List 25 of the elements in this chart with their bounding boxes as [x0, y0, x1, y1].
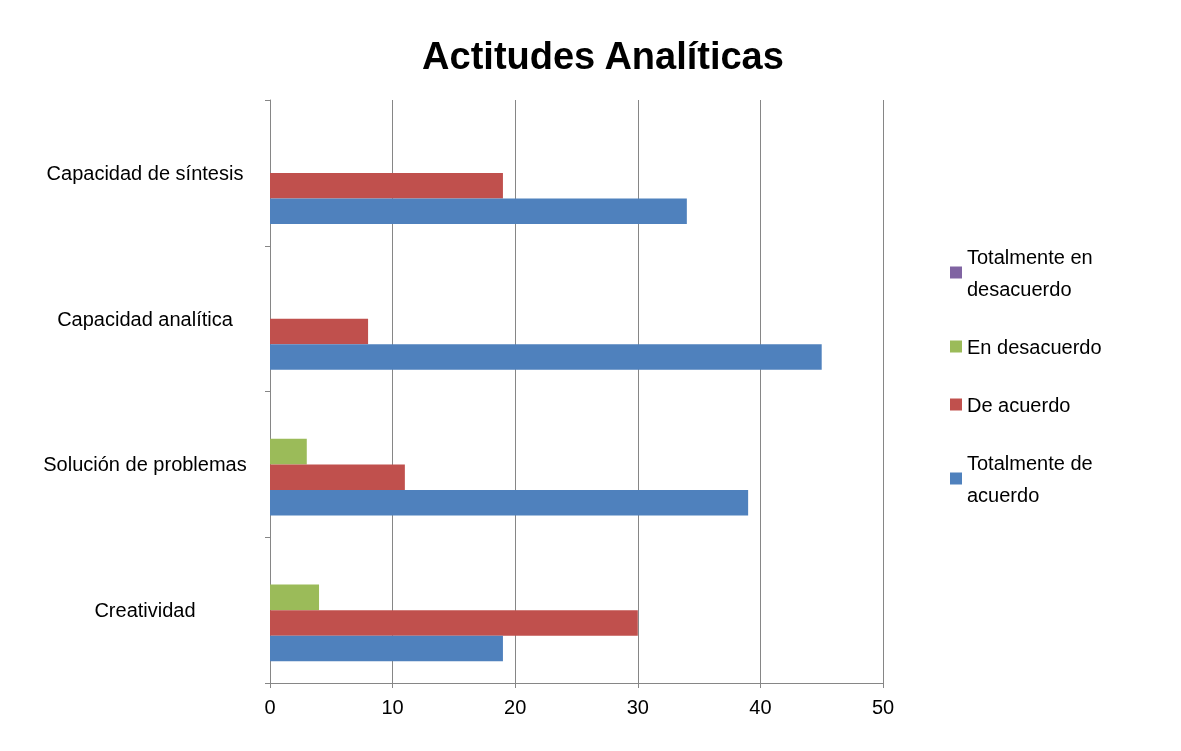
x-tick-label: 50: [871, 696, 895, 718]
chart-title: Actitudes Analíticas: [422, 35, 784, 77]
bar: [270, 344, 822, 370]
x-tick-label: 10: [381, 696, 404, 718]
legend-label: De acuerdo: [967, 393, 1071, 416]
bar: [270, 635, 503, 662]
y-tick-label: Capacidad analítica: [57, 307, 234, 330]
x-tick-label: 20: [504, 696, 527, 718]
bar: [270, 438, 307, 465]
legend-label: Totalmente en desacuerdo: [967, 245, 1099, 300]
y-tick-label: Solución de problemas: [43, 453, 247, 476]
bar: [270, 584, 320, 611]
y-tick-label: Capacidad de síntesis: [46, 161, 244, 184]
legend-label: En desacuerdo: [967, 335, 1102, 358]
y-tick-label: Creatividad: [94, 599, 196, 622]
x-tick-label: 0: [264, 696, 276, 718]
legend-label: Totalmente de acuerdo: [967, 451, 1099, 506]
x-tick-label: 40: [749, 696, 772, 718]
x-tick-label: 30: [626, 696, 649, 718]
bar: [270, 198, 687, 224]
bar: [270, 318, 369, 345]
bar: [270, 610, 638, 636]
bar: [270, 489, 749, 516]
bar: [270, 172, 503, 199]
bar: [270, 464, 405, 490]
